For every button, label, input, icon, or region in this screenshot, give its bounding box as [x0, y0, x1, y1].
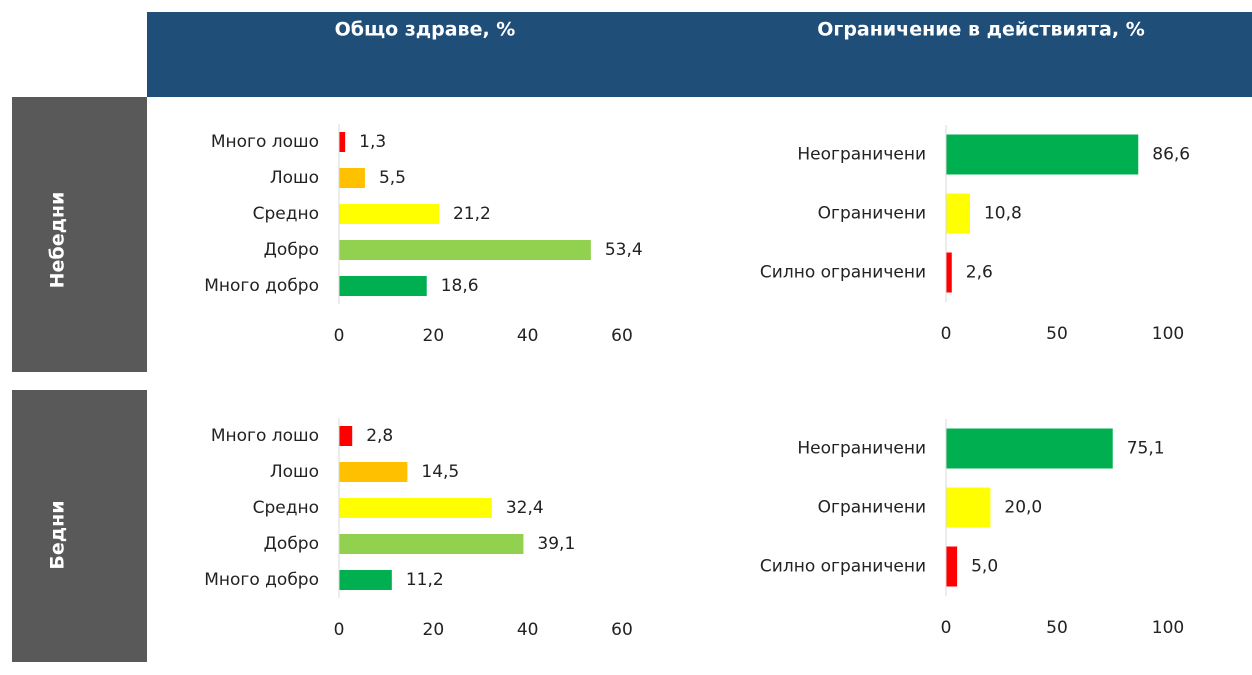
x-tick-label: 20: [423, 620, 445, 640]
x-tick-label: 60: [611, 620, 633, 640]
x-tick-label: 40: [517, 620, 539, 640]
category-label: Средно: [253, 204, 319, 224]
category-label: Ограничени: [818, 204, 926, 224]
bar: [946, 252, 952, 293]
value-label: 53,4: [605, 240, 643, 260]
x-tick-label: 100: [1152, 324, 1184, 344]
bar: [339, 204, 439, 224]
x-tick-label: 100: [1152, 618, 1184, 638]
category-label: Силно ограничени: [760, 557, 926, 577]
bar: [339, 462, 408, 482]
category-label: Средно: [253, 498, 319, 518]
row-band: [12, 390, 147, 662]
row-band: [12, 97, 147, 372]
value-label: 14,5: [421, 462, 459, 482]
category-label: Много добро: [204, 570, 319, 590]
column-title: Ограничение в действията, %: [817, 19, 1145, 41]
value-label: 2,8: [366, 426, 393, 446]
x-tick-label: 0: [941, 324, 952, 344]
category-label: Много добро: [204, 276, 319, 296]
x-tick-label: 50: [1046, 324, 1068, 344]
value-label: 11,2: [406, 570, 444, 590]
value-label: 10,8: [984, 204, 1022, 224]
x-tick-label: 60: [611, 326, 633, 346]
category-label: Ограничени: [818, 498, 926, 518]
bar: [339, 168, 365, 188]
category-label: Много лошо: [211, 426, 319, 446]
value-label: 1,3: [359, 132, 386, 152]
x-tick-label: 40: [517, 326, 539, 346]
bar: [946, 546, 958, 587]
bar: [339, 426, 353, 446]
x-tick-label: 0: [334, 326, 345, 346]
value-label: 32,4: [506, 498, 544, 518]
bar: [946, 428, 1113, 469]
value-label: 20,0: [1004, 498, 1042, 518]
value-label: 5,0: [971, 557, 998, 577]
value-label: 21,2: [453, 204, 491, 224]
bar: [946, 487, 991, 528]
column-title: Общо здраве, %: [335, 19, 516, 41]
category-label: Силно ограничени: [760, 263, 926, 283]
value-label: 86,6: [1152, 145, 1190, 165]
value-label: 18,6: [441, 276, 479, 296]
category-label: Добро: [264, 240, 319, 260]
bar: [339, 132, 346, 152]
bar: [946, 193, 970, 234]
x-tick-label: 0: [334, 620, 345, 640]
category-label: Лошо: [270, 462, 319, 482]
x-tick-label: 0: [941, 618, 952, 638]
x-tick-label: 20: [423, 326, 445, 346]
bar: [339, 276, 427, 296]
value-label: 5,5: [379, 168, 406, 188]
category-label: Много лошо: [211, 132, 319, 152]
row-title: Небедни: [47, 192, 69, 289]
bar: [339, 570, 392, 590]
value-label: 75,1: [1127, 439, 1165, 459]
bar: [946, 134, 1139, 175]
bar: [339, 534, 524, 554]
category-label: Лошо: [270, 168, 319, 188]
value-label: 39,1: [537, 534, 575, 554]
bar: [339, 498, 492, 518]
category-label: Неограничени: [797, 439, 926, 459]
bar: [339, 240, 591, 260]
category-label: Неограничени: [797, 145, 926, 165]
value-label: 2,6: [966, 263, 993, 283]
row-title: Бедни: [47, 500, 69, 569]
category-label: Добро: [264, 534, 319, 554]
header-band: [147, 12, 1252, 97]
x-tick-label: 50: [1046, 618, 1068, 638]
